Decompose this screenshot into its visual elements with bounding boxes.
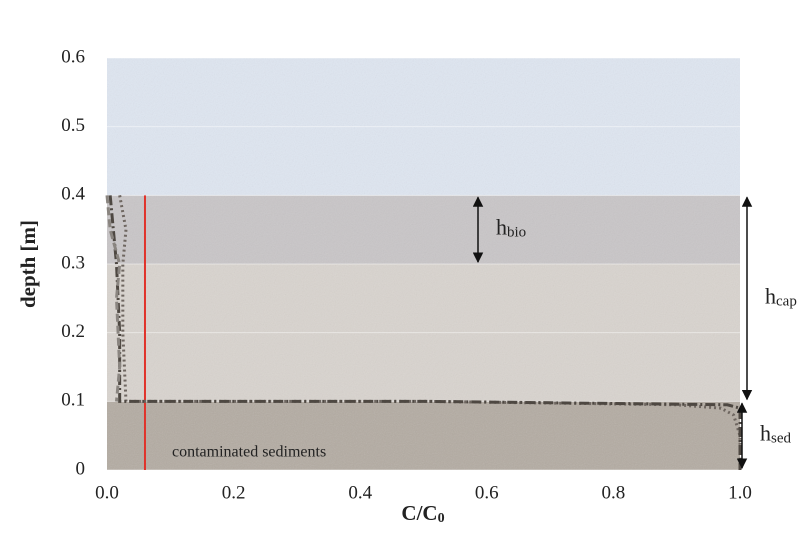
series-line (105, 195, 122, 402)
y-tick-label: 0.3 (61, 252, 85, 273)
y-tick-label: 0.2 (61, 321, 85, 342)
dimension-label-main: h (496, 215, 507, 240)
x-tick-label: 1.0 (728, 482, 752, 503)
x-tick-label: 0.2 (222, 482, 246, 503)
layer (107, 58, 740, 196)
y-tick-label: 0 (76, 458, 86, 479)
y-tick-label: 0.6 (61, 46, 85, 67)
layers (107, 58, 740, 470)
dimension-label-sub: sed (771, 431, 791, 447)
x-axis-title-main: C/C (401, 501, 437, 525)
y-axis-title: depth [m] (16, 220, 40, 308)
x-tick-label: 0.6 (475, 482, 499, 503)
lines (105, 195, 742, 470)
x-tick-label: 0.4 (348, 482, 372, 503)
layer (107, 264, 740, 402)
dimension-label-main: h (765, 283, 776, 308)
dimension-label: hbio (496, 215, 526, 241)
series-line (108, 195, 742, 470)
x-tick-label: 0.8 (602, 482, 626, 503)
dimension-label-sub: bio (507, 225, 526, 241)
y-tick-label: 0.5 (61, 115, 85, 136)
dimension-label-sub: cap (776, 294, 797, 310)
dimension-label: hsed (760, 421, 791, 447)
x-axis-title-sub: 0 (438, 511, 445, 526)
x-tick-label: 0.0 (95, 482, 119, 503)
y-tick-label: 0.4 (61, 184, 85, 205)
dimension-label-main: h (760, 421, 771, 446)
dimension-label: hcap (765, 283, 797, 309)
sediment-label: contaminated sediments (172, 444, 326, 461)
x-axis-title: C/C0 (401, 501, 444, 526)
y-tick-label: 0.1 (61, 390, 85, 411)
layer (107, 401, 740, 470)
layer (107, 195, 740, 264)
